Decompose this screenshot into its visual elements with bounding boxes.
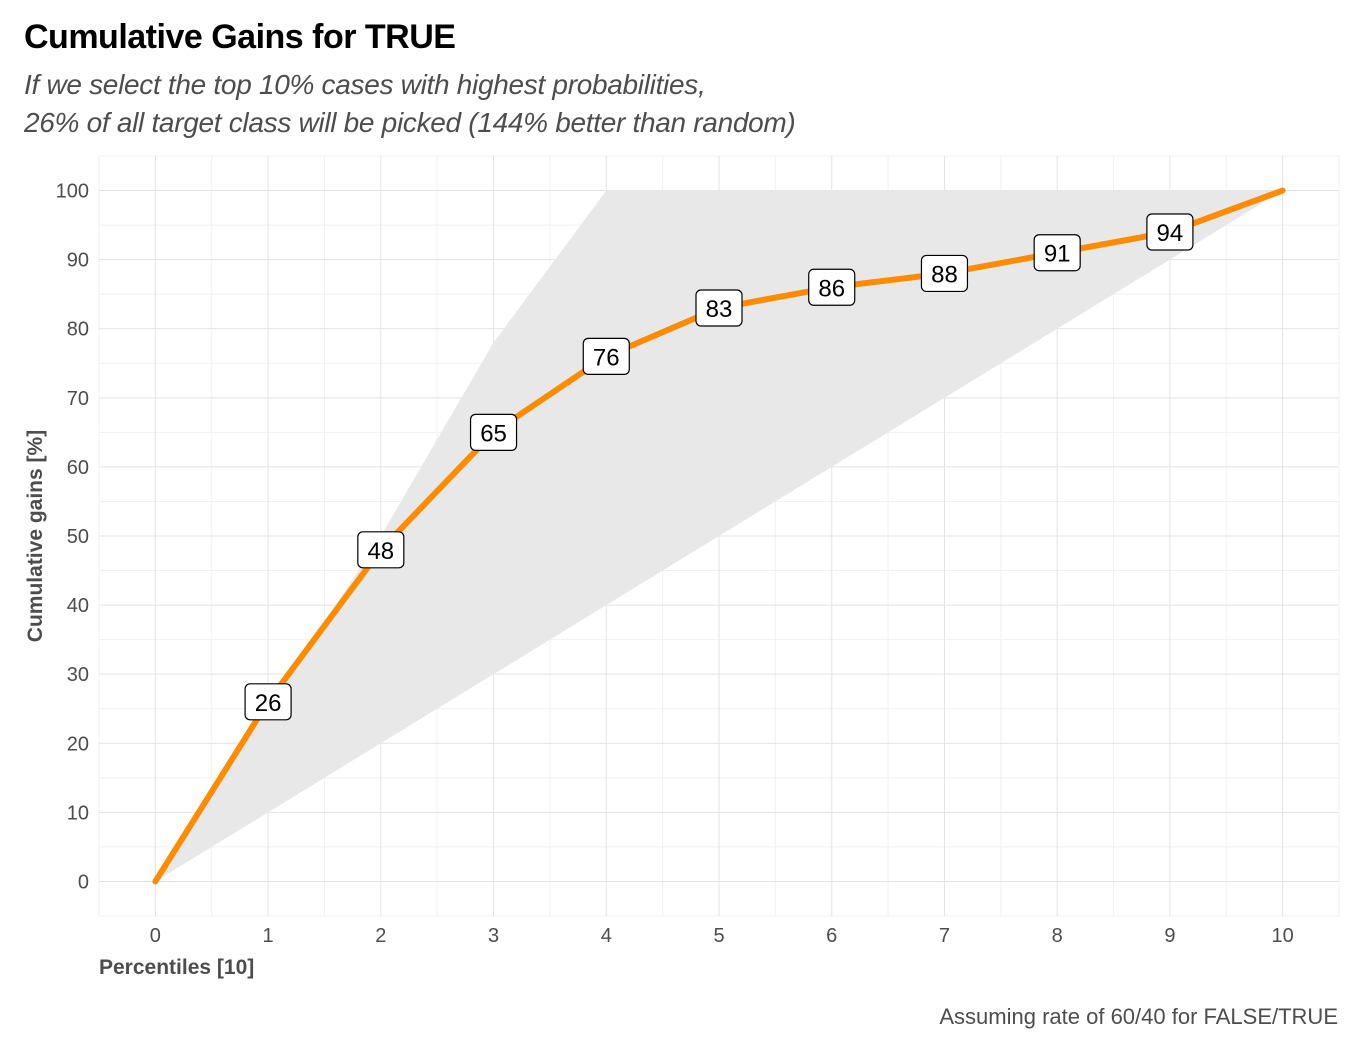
- x-tick-label: 7: [939, 925, 950, 947]
- y-tick-label: 80: [67, 319, 89, 341]
- y-tick-label: 10: [67, 802, 89, 824]
- data-label: 91: [1033, 234, 1081, 272]
- data-label-box: [808, 268, 856, 306]
- data-label-text: 91: [1044, 241, 1071, 268]
- data-label: 65: [469, 413, 518, 451]
- y-tick-label: 50: [67, 526, 89, 548]
- data-label-text: 83: [706, 296, 733, 323]
- x-tick-label: 8: [1052, 925, 1063, 947]
- gains-band: [155, 190, 1283, 882]
- data-labels: 26 48 65 76 83 86 88 91 94: [244, 213, 1194, 721]
- y-tick-label: 90: [67, 250, 89, 272]
- data-label: 94: [1146, 213, 1194, 251]
- data-label-box: [695, 289, 743, 327]
- chart-subtitle: If we select the top 10% cases with high…: [24, 66, 796, 142]
- x-tick-label: 4: [601, 925, 612, 947]
- band-layer: [155, 190, 1283, 882]
- x-tick-label: 2: [375, 925, 386, 947]
- data-label-text: 86: [818, 275, 845, 302]
- data-label-text: 65: [480, 420, 507, 447]
- y-tick-label: 60: [67, 457, 89, 479]
- x-tick-label: 3: [488, 925, 499, 947]
- data-label: 86: [808, 268, 856, 306]
- chart-caption: Assuming rate of 60/40 for FALSE/TRUE: [939, 1004, 1338, 1029]
- data-label-text: 94: [1157, 220, 1184, 247]
- x-tick-label: 10: [1272, 925, 1294, 947]
- y-tick-label: 40: [67, 595, 89, 617]
- data-label-text: 76: [593, 344, 620, 371]
- data-label: 76: [582, 337, 630, 375]
- data-label-box: [244, 683, 292, 721]
- data-label-box: [582, 337, 630, 375]
- y-tick-label: 70: [67, 388, 89, 410]
- data-label-box: [920, 254, 969, 293]
- data-label-text: 26: [255, 690, 282, 717]
- x-tick-label: 0: [150, 925, 161, 947]
- data-label-box: [1146, 213, 1194, 251]
- x-tick-label: 5: [713, 925, 724, 947]
- data-label: 26: [244, 683, 292, 721]
- subtitle-line-2: 26% of all target class will be picked (…: [24, 107, 796, 138]
- x-tick-label: 1: [263, 925, 274, 947]
- data-label: 88: [920, 254, 969, 293]
- y-tick-label: 20: [67, 733, 89, 755]
- y-axis-title: Cumulative gains [%]: [24, 430, 47, 642]
- y-tick-label: 0: [78, 871, 89, 893]
- x-tick-label: 9: [1164, 925, 1175, 947]
- data-label: 48: [357, 531, 405, 569]
- data-label-text: 48: [367, 538, 394, 565]
- data-label-box: [1033, 234, 1081, 272]
- x-tick-label: 6: [826, 925, 837, 947]
- data-label-box: [357, 531, 405, 569]
- subtitle-line-1: If we select the top 10% cases with high…: [24, 69, 706, 100]
- y-tick-label: 30: [67, 664, 89, 686]
- x-axis-title: Percentiles [10]: [99, 956, 254, 979]
- data-label-box: [469, 413, 518, 451]
- data-label-text: 88: [931, 261, 958, 288]
- data-label: 83: [695, 289, 743, 327]
- y-tick-label: 100: [56, 181, 89, 203]
- chart-title: Cumulative Gains for TRUE: [24, 18, 456, 56]
